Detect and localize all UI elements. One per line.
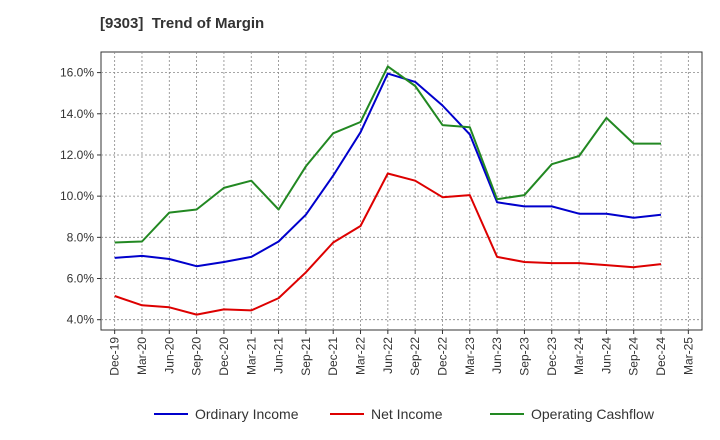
x-axis-ticks: Dec-19 Mar-20 Jun-20 Sep-20 Dec-20 Mar-21 Jun-… [108, 330, 695, 376]
x-tick-label: Jun-20 [162, 337, 176, 374]
x-tick-label: Sep-21 [299, 337, 313, 376]
x-tick-label: Sep-23 [517, 337, 531, 376]
series-line-ordinary-income [114, 72, 662, 268]
x-tick-label: Sep-24 [627, 337, 641, 376]
legend-label-ordinary-income: Ordinary Income [195, 406, 299, 422]
grid-layer [101, 52, 702, 330]
plot-area [100, 51, 703, 331]
series-line-operating-cashflow [114, 65, 661, 244]
y-tick-label: 10.0% [60, 189, 94, 203]
y-tick-label: 6.0% [67, 272, 95, 286]
x-tick-label: Mar-23 [463, 337, 477, 375]
x-tick-label: Jun-24 [599, 337, 613, 374]
x-tick-label: Dec-19 [108, 337, 122, 376]
y-tick-label: 8.0% [67, 230, 95, 244]
series-line-net-income [114, 172, 662, 316]
legend-label-net-income: Net Income [371, 406, 443, 422]
x-tick-label: Mar-22 [354, 337, 368, 375]
y-tick-label: 4.0% [67, 313, 95, 327]
legend-label-operating-cashflow: Operating Cashflow [531, 406, 655, 422]
x-tick-label: Mar-21 [244, 337, 258, 375]
x-tick-label: Dec-22 [435, 337, 449, 376]
series-layer [114, 65, 662, 316]
x-tick-label: Dec-20 [217, 337, 231, 376]
x-tick-label: Dec-23 [545, 337, 559, 376]
y-tick-label: 12.0% [60, 148, 94, 162]
x-tick-label: Sep-20 [190, 337, 204, 376]
x-tick-label: Dec-21 [326, 337, 340, 376]
x-tick-label: Mar-24 [572, 337, 586, 375]
legend: Ordinary Income Net Income Operating Cashf… [154, 406, 655, 422]
y-axis-ticks: 4.0% 6.0% 8.0% 10.0% 12.0% 14.0% 16.0% [60, 66, 101, 327]
chart-title: [9303] Trend of Margin [100, 15, 265, 32]
y-tick-label: 16.0% [60, 66, 94, 80]
x-tick-label: Jun-22 [381, 337, 395, 374]
x-tick-label: Sep-22 [408, 337, 422, 376]
x-tick-label: Jun-23 [490, 337, 504, 374]
x-tick-label: Mar-20 [135, 337, 149, 375]
y-tick-label: 14.0% [60, 107, 94, 121]
x-tick-label: Mar-25 [681, 337, 695, 375]
x-tick-label: Jun-21 [272, 337, 286, 374]
x-tick-label: Dec-24 [654, 337, 668, 376]
